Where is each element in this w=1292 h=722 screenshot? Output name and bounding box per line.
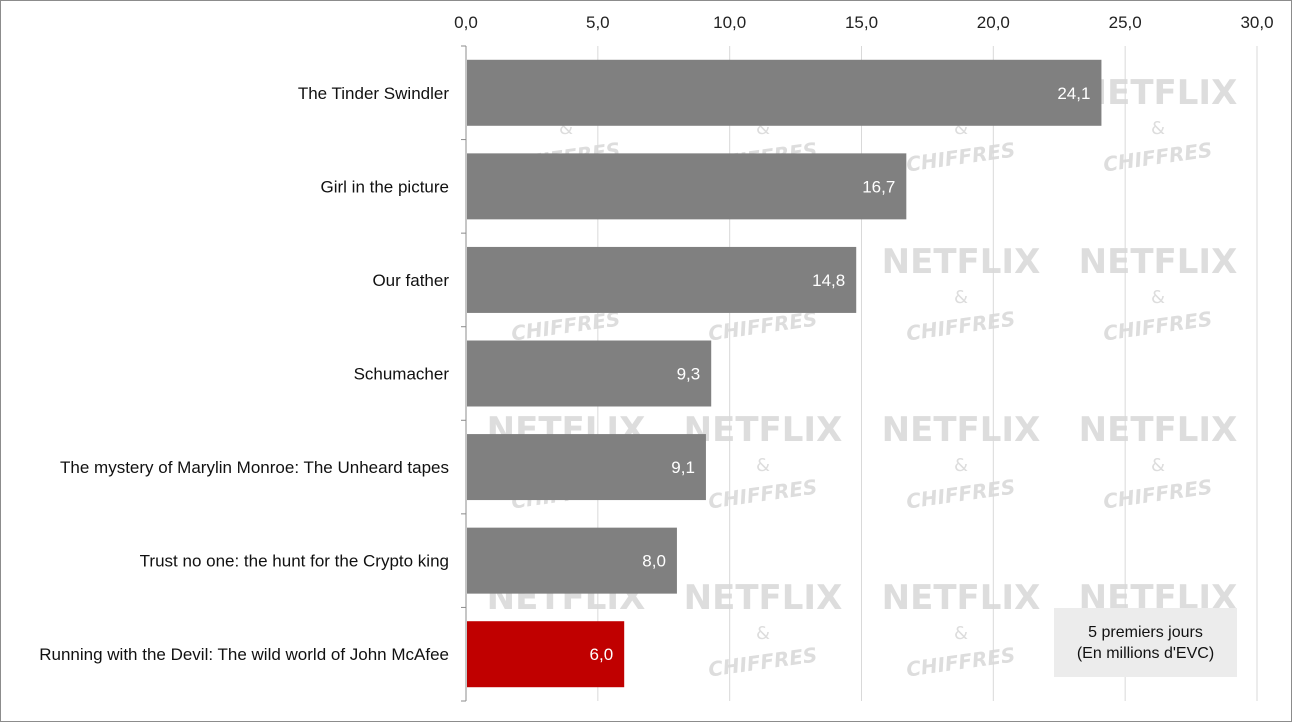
bar-value-label: 16,7 [862, 177, 895, 196]
watermark: NETFLIX &CHIFFRES [684, 410, 843, 514]
category-label: The Tinder Swindler [298, 84, 450, 103]
watermark-text: NETFLIX [1079, 73, 1238, 113]
watermark-text: NETFLIX [882, 242, 1041, 282]
watermark: NETFLIX &CHIFFRES [1079, 73, 1238, 177]
watermark-text: & [1151, 287, 1165, 308]
watermark: NETFLIX &CHIFFRES [882, 578, 1041, 682]
bar-value-label: 9,3 [677, 365, 701, 384]
category-label: Our father [372, 271, 449, 290]
watermark-text: CHIFFRES [905, 643, 1017, 682]
bar [467, 246, 857, 313]
bar [467, 527, 677, 594]
x-tick-label: 25,0 [1109, 13, 1142, 32]
watermark-text: & [756, 623, 770, 644]
watermark: NETFLIX &CHIFFRES [1079, 242, 1238, 346]
watermark-text: NETFLIX [684, 410, 843, 450]
watermark-text: NETFLIX [1079, 242, 1238, 282]
category-label: Schumacher [354, 365, 450, 384]
watermark-text: CHIFFRES [707, 475, 819, 514]
bar [467, 153, 907, 220]
category-label: The mystery of Marylin Monroe: The Unhea… [60, 458, 449, 477]
bar [467, 434, 706, 501]
watermark-text: CHIFFRES [905, 138, 1017, 177]
x-tick-label: 30,0 [1240, 13, 1273, 32]
watermark-text: & [954, 287, 968, 308]
x-tick-label: 20,0 [977, 13, 1010, 32]
x-tick-label: 5,0 [586, 13, 610, 32]
watermark-text: CHIFFRES [1102, 138, 1214, 177]
watermark-text: CHIFFRES [905, 307, 1017, 346]
watermark-text: NETFLIX [882, 410, 1041, 450]
watermark-text: & [1151, 455, 1165, 476]
watermark-text: CHIFFRES [905, 475, 1017, 514]
watermark-text: CHIFFRES [1102, 475, 1214, 514]
watermark-text: NETFLIX [1079, 410, 1238, 450]
x-tick-label: 0,0 [454, 13, 478, 32]
watermark-text: NETFLIX [882, 578, 1041, 618]
category-label: Girl in the picture [321, 177, 450, 196]
category-labels: The Tinder Swindler Girl in the picture Ou… [39, 84, 449, 664]
x-tick-label: 10,0 [713, 13, 746, 32]
watermark-text: CHIFFRES [707, 643, 819, 682]
legend-note: 5 premiers jours (En millions d'EVC) [1054, 608, 1237, 677]
category-label: Trust no one: the hunt for the Crypto ki… [140, 552, 449, 571]
bar-value-labels: 24,1 16,7 14,8 9,3 9,1 8,0 6,0 [590, 84, 1091, 664]
watermark-text: NETFLIX [684, 578, 843, 618]
legend-note-line1: 5 premiers jours [1088, 623, 1203, 641]
bar-value-label: 14,8 [812, 271, 845, 290]
watermark: NETFLIX &CHIFFRES [882, 410, 1041, 514]
watermark: NETFLIX &CHIFFRES [882, 242, 1041, 346]
watermark-text: CHIFFRES [1102, 307, 1214, 346]
x-tick-labels: 0,0 5,0 10,0 15,0 20,0 25,0 30,0 [454, 13, 1273, 32]
bar [467, 340, 712, 407]
watermark-text: & [756, 455, 770, 476]
bars [467, 59, 1102, 688]
bar-value-label: 8,0 [642, 552, 666, 571]
bar-value-label: 9,1 [671, 458, 695, 477]
bar [467, 621, 625, 688]
watermark-text: & [1151, 118, 1165, 139]
x-tick-label: 15,0 [845, 13, 878, 32]
category-axis [461, 45, 467, 702]
bar [467, 59, 1102, 126]
legend-note-line2: (En millions d'EVC) [1076, 644, 1215, 662]
bar-value-label: 24,1 [1057, 84, 1090, 103]
watermark-text: & [954, 623, 968, 644]
watermark-text: & [954, 455, 968, 476]
bar-value-label: 6,0 [590, 645, 614, 664]
category-label: Running with the Devil: The wild world o… [39, 645, 449, 664]
watermark: NETFLIX &CHIFFRES [684, 578, 843, 682]
watermark: NETFLIX &CHIFFRES [1079, 410, 1238, 514]
